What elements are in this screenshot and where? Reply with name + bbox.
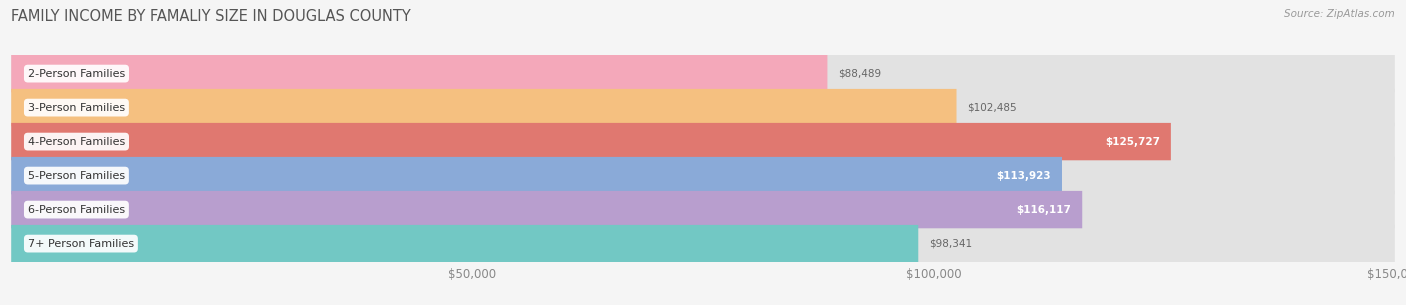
Text: $113,923: $113,923 bbox=[997, 170, 1050, 181]
Text: $125,727: $125,727 bbox=[1105, 137, 1160, 147]
Text: 2-Person Families: 2-Person Families bbox=[28, 69, 125, 79]
FancyBboxPatch shape bbox=[11, 55, 827, 92]
FancyBboxPatch shape bbox=[11, 157, 1395, 194]
FancyBboxPatch shape bbox=[11, 123, 1171, 160]
Text: 6-Person Families: 6-Person Families bbox=[28, 205, 125, 215]
Text: 7+ Person Families: 7+ Person Families bbox=[28, 239, 134, 249]
Text: $116,117: $116,117 bbox=[1017, 205, 1071, 215]
Text: $102,485: $102,485 bbox=[967, 102, 1017, 113]
FancyBboxPatch shape bbox=[11, 89, 1395, 126]
Text: FAMILY INCOME BY FAMALIY SIZE IN DOUGLAS COUNTY: FAMILY INCOME BY FAMALIY SIZE IN DOUGLAS… bbox=[11, 9, 411, 24]
FancyBboxPatch shape bbox=[11, 157, 1062, 194]
Text: 5-Person Families: 5-Person Families bbox=[28, 170, 125, 181]
FancyBboxPatch shape bbox=[11, 123, 1395, 160]
FancyBboxPatch shape bbox=[11, 191, 1083, 228]
FancyBboxPatch shape bbox=[11, 225, 1395, 262]
FancyBboxPatch shape bbox=[11, 191, 1395, 228]
Text: $98,341: $98,341 bbox=[929, 239, 973, 249]
Text: 3-Person Families: 3-Person Families bbox=[28, 102, 125, 113]
FancyBboxPatch shape bbox=[11, 225, 918, 262]
Text: $88,489: $88,489 bbox=[838, 69, 882, 79]
FancyBboxPatch shape bbox=[11, 55, 1395, 92]
Text: 4-Person Families: 4-Person Families bbox=[28, 137, 125, 147]
FancyBboxPatch shape bbox=[11, 89, 956, 126]
Text: Source: ZipAtlas.com: Source: ZipAtlas.com bbox=[1284, 9, 1395, 19]
